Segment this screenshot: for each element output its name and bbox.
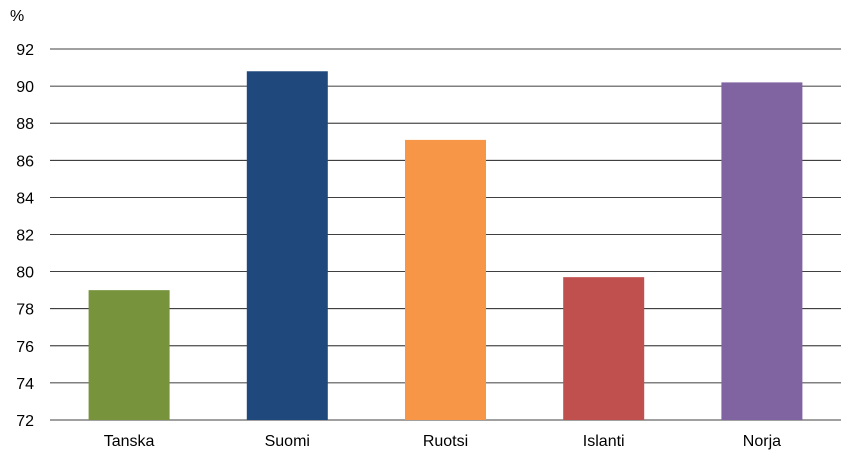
bar-ruotsi bbox=[405, 139, 486, 420]
y-tick-label: 76 bbox=[16, 339, 34, 356]
y-tick-labels: 72 74 76 78 80 82 84 86 88 90 92 bbox=[16, 42, 34, 430]
bars bbox=[88, 71, 803, 420]
category-label: Islanti bbox=[583, 433, 625, 450]
y-tick-label: 90 bbox=[16, 79, 34, 96]
bar-norja bbox=[721, 82, 803, 420]
y-tick-label: 86 bbox=[16, 153, 34, 170]
category-label: Tanska bbox=[104, 433, 155, 450]
bar-suomi bbox=[246, 71, 328, 420]
y-tick-label: 80 bbox=[16, 265, 34, 282]
y-tick-label: 72 bbox=[16, 413, 34, 430]
y-tick-label: 92 bbox=[16, 42, 34, 59]
category-label: Suomi bbox=[265, 433, 310, 450]
y-tick-label: 74 bbox=[16, 376, 34, 393]
bar-tanska bbox=[88, 290, 170, 420]
y-tick-label: 88 bbox=[16, 116, 34, 133]
category-label: Ruotsi bbox=[423, 433, 468, 450]
y-tick-label: 82 bbox=[16, 228, 34, 245]
category-label: Norja bbox=[743, 433, 781, 450]
category-labels: Tanska Suomi Ruotsi Islanti Norja bbox=[104, 433, 781, 450]
y-tick-label: 84 bbox=[16, 190, 34, 207]
bar-islanti bbox=[563, 277, 645, 420]
y-tick-label: 78 bbox=[16, 302, 34, 319]
y-axis-unit-label: % bbox=[10, 8, 24, 25]
